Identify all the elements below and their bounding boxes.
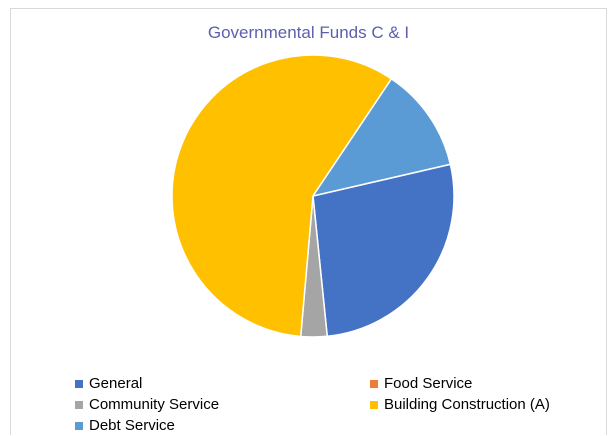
legend-swatch xyxy=(75,421,83,430)
legend-label: Debt Service xyxy=(89,417,175,434)
legend-item: Food Service xyxy=(370,373,595,394)
legend-item: Debt Service xyxy=(75,415,370,436)
legend-swatch xyxy=(370,400,378,409)
legend-label: Building Construction (A) xyxy=(384,396,550,413)
legend-swatch xyxy=(75,379,83,388)
legend-item: Building Construction (A) xyxy=(370,394,595,415)
legend-item: General xyxy=(75,373,370,394)
chart-frame: Governmental Funds C & I General Food Ser… xyxy=(10,8,607,435)
legend-item: Community Service xyxy=(75,394,370,415)
legend-swatch xyxy=(370,379,378,388)
pie-slice-building-construction-a xyxy=(171,54,393,338)
chart-title: Governmental Funds C & I xyxy=(207,23,410,42)
pie-chart xyxy=(171,54,455,338)
legend-label: General xyxy=(89,375,143,392)
chart-legend: General Food Service Community Service Buil… xyxy=(75,373,595,436)
legend-swatch xyxy=(75,400,83,409)
pie-slice-debt-service xyxy=(311,77,452,198)
legend-label: Community Service xyxy=(89,396,220,413)
legend-label: Food Service xyxy=(384,375,473,392)
pie-slice-general xyxy=(312,163,455,338)
pie-slices xyxy=(171,54,455,338)
